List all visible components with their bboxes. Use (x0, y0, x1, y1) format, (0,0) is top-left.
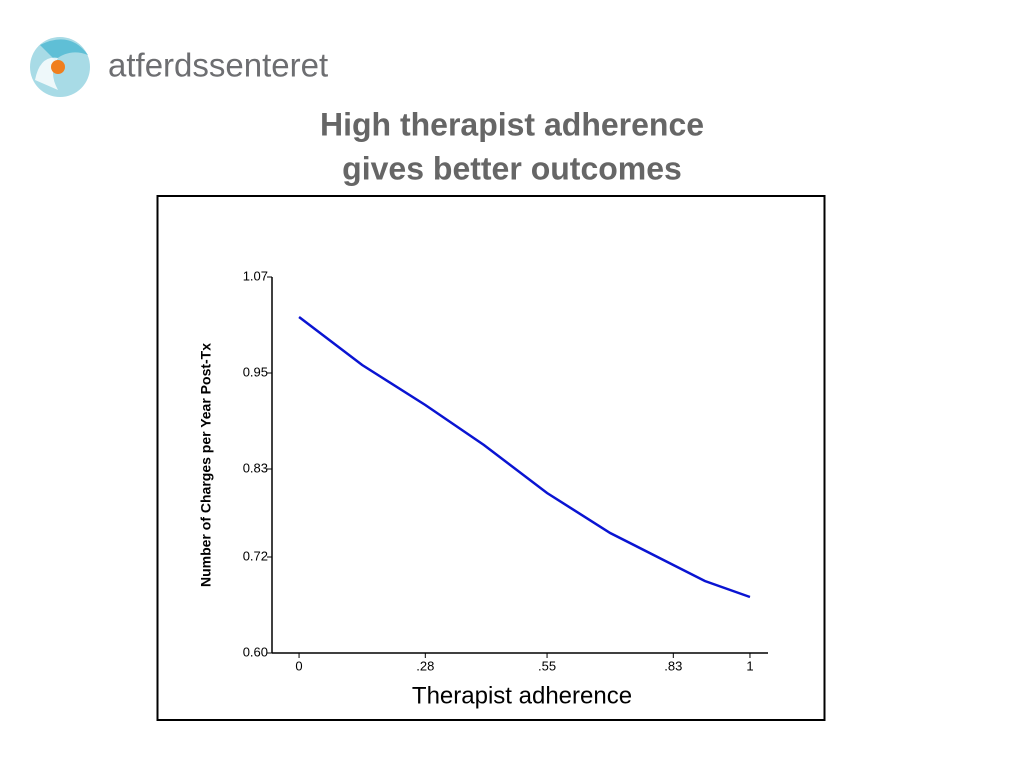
y-axis-label: Number of Charges per Year Post-Tx (198, 343, 214, 587)
logo-dot (51, 60, 65, 74)
brand-name: atferdssenteret (108, 47, 328, 84)
logo-swirl (40, 39, 88, 60)
logo (30, 37, 90, 97)
x-tick-label: .83 (664, 658, 682, 673)
chart-title: gives better outcomes (342, 150, 682, 186)
data-line (298, 316, 751, 599)
x-tick-label: .55 (538, 658, 556, 673)
chart-frame (156, 195, 826, 721)
chart-title: High therapist adherence (320, 106, 704, 142)
x-tick-label: 0 (295, 658, 302, 673)
y-tick-label: 0.83 (243, 460, 268, 475)
y-tick-label: 1.07 (243, 268, 268, 283)
x-tick-label: .28 (416, 658, 434, 673)
plot: 0.60 0.72 0.83 0.95 1.07 0 .28 .55 .83 1 (243, 268, 768, 673)
y-tick-label: 0.72 (243, 548, 268, 563)
x-tick-label: 1 (746, 658, 753, 673)
y-tick-label: 0.60 (243, 644, 268, 659)
x-axis-label: Therapist adherence (412, 682, 632, 709)
y-tick-label: 0.95 (243, 364, 268, 379)
